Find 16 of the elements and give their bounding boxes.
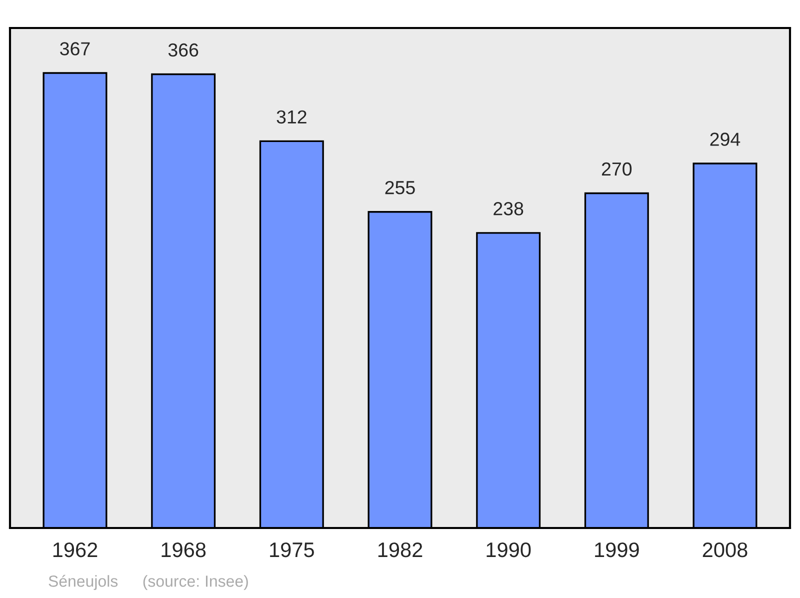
x-tick-label: 1990 — [486, 542, 531, 558]
x-tick-label: 1999 — [595, 542, 639, 558]
text: (source: Insee) — [143, 575, 248, 590]
data-label: 270 — [602, 162, 632, 176]
text: Séneujols — [48, 574, 118, 590]
data-label: 367 — [60, 42, 90, 56]
x-tick-label: 1962 — [53, 542, 98, 558]
data-label: 238 — [494, 202, 524, 216]
data-label: 312 — [276, 110, 306, 124]
x-tick-label: 2008 — [702, 542, 748, 558]
x-tick-label: 1982 — [378, 542, 422, 558]
data-label: 255 — [385, 180, 415, 194]
x-tick-label: 1968 — [162, 542, 206, 558]
x-tick-label: 1975 — [270, 542, 314, 558]
data-label: 366 — [168, 43, 198, 57]
data-label: 294 — [710, 132, 740, 146]
